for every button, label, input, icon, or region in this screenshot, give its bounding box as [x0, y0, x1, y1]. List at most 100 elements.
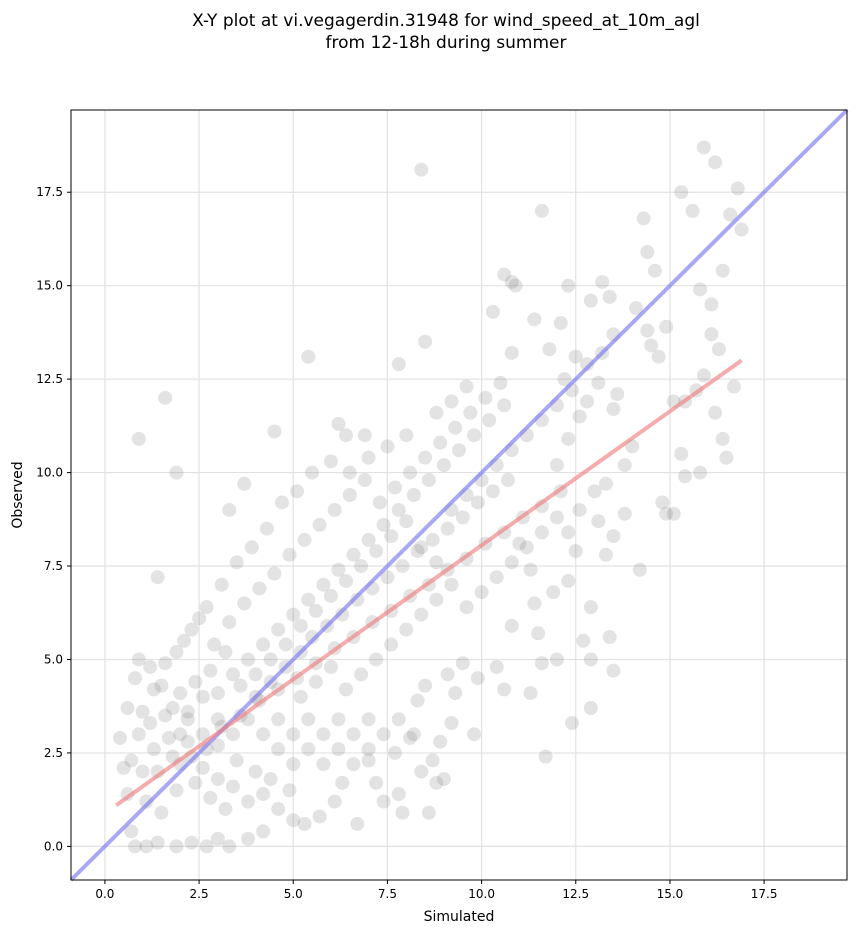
data-point-37 — [636, 211, 651, 226]
data-point-117 — [433, 734, 448, 749]
chart-title-line-1: X-Y plot at vi.vegagerdin.31948 for wind… — [192, 11, 700, 31]
data-point-66 — [632, 562, 647, 577]
data-point-193 — [207, 637, 222, 652]
data-point-18 — [485, 304, 500, 319]
data-point-89 — [576, 633, 591, 648]
data-point-274 — [384, 637, 399, 652]
data-point-246 — [361, 712, 376, 727]
data-point-335 — [169, 644, 184, 659]
data-point-140 — [150, 835, 165, 850]
data-point-223 — [361, 532, 376, 547]
data-point-210 — [463, 405, 478, 420]
data-point-283 — [519, 540, 534, 555]
data-point-227 — [421, 473, 436, 488]
data-point-4 — [222, 502, 237, 517]
data-point-345 — [323, 454, 338, 469]
data-point-211 — [478, 390, 493, 405]
data-point-65 — [666, 506, 681, 521]
data-point-240 — [271, 712, 286, 727]
data-point-330 — [124, 753, 139, 768]
data-point-19 — [527, 312, 542, 327]
data-point-147 — [120, 701, 135, 716]
data-point-305 — [429, 555, 444, 570]
data-point-166 — [218, 801, 233, 816]
data-point-9 — [338, 428, 353, 443]
data-point-109 — [440, 667, 455, 682]
data-point-235 — [195, 689, 210, 704]
data-point-282 — [504, 555, 519, 570]
data-point-90 — [565, 716, 580, 731]
data-point-165 — [203, 790, 218, 805]
data-point-326 — [316, 757, 331, 772]
data-point-300 — [354, 559, 369, 574]
data-point-6 — [267, 424, 282, 439]
data-point-157 — [248, 764, 263, 779]
data-point-247 — [376, 727, 391, 742]
data-point-196 — [252, 581, 267, 596]
data-point-154 — [195, 727, 210, 742]
data-point-251 — [305, 630, 320, 645]
data-point-195 — [237, 596, 252, 611]
data-point-82 — [591, 514, 606, 529]
data-point-164 — [188, 775, 203, 790]
data-point-126 — [350, 816, 365, 831]
data-point-327 — [331, 742, 346, 757]
data-point-322 — [256, 787, 271, 802]
data-point-106 — [470, 671, 485, 686]
data-point-340 — [244, 540, 259, 555]
data-point-207 — [418, 450, 433, 465]
data-point-216 — [256, 637, 271, 652]
data-point-14 — [534, 203, 549, 218]
data-point-58 — [693, 465, 708, 480]
data-point-273 — [369, 652, 384, 667]
data-point-318 — [195, 760, 210, 775]
data-point-159 — [282, 783, 297, 798]
data-point-323 — [271, 742, 286, 757]
data-point-98 — [504, 618, 519, 633]
data-point-81 — [598, 547, 613, 562]
data-point-248 — [391, 712, 406, 727]
data-point-296 — [293, 618, 308, 633]
data-point-229 — [452, 443, 466, 458]
y-tick-label-7: 17.5 — [36, 185, 63, 199]
data-point-279 — [459, 600, 474, 615]
x-tick-label-2: 5.0 — [284, 887, 303, 901]
data-point-131 — [286, 813, 301, 828]
data-point-120 — [387, 745, 402, 760]
data-point-56 — [674, 446, 689, 461]
data-point-97 — [527, 596, 542, 611]
data-point-232 — [497, 398, 512, 413]
data-point-0 — [131, 431, 146, 446]
data-point-254 — [350, 592, 365, 607]
data-point-35 — [651, 349, 666, 364]
data-point-342 — [274, 495, 289, 510]
data-point-343 — [290, 484, 305, 499]
data-point-212 — [493, 375, 508, 390]
data-point-269 — [308, 674, 323, 689]
x-tick-label-1: 2.5 — [190, 887, 209, 901]
data-point-208 — [433, 435, 448, 450]
data-point-202 — [342, 488, 357, 502]
data-point-281 — [489, 570, 504, 585]
data-point-239 — [256, 727, 271, 742]
data-point-303 — [399, 514, 414, 529]
data-point-59 — [708, 405, 723, 420]
data-point-13 — [414, 162, 429, 177]
data-point-349 — [399, 428, 414, 443]
data-point-134 — [241, 831, 256, 846]
data-point-168 — [154, 805, 169, 820]
data-point-199 — [297, 532, 312, 547]
x-axis-label: Simulated — [424, 909, 495, 925]
data-point-49 — [704, 297, 719, 312]
data-point-114 — [414, 764, 429, 779]
data-point-137 — [199, 839, 214, 854]
data-point-228 — [436, 458, 451, 473]
data-point-348 — [380, 439, 395, 454]
y-tick-label-0: 0.0 — [44, 839, 63, 853]
data-point-205 — [387, 480, 402, 495]
data-point-51 — [704, 327, 719, 342]
data-point-36 — [659, 319, 674, 334]
data-point-110 — [444, 716, 459, 731]
data-point-20 — [504, 345, 519, 360]
